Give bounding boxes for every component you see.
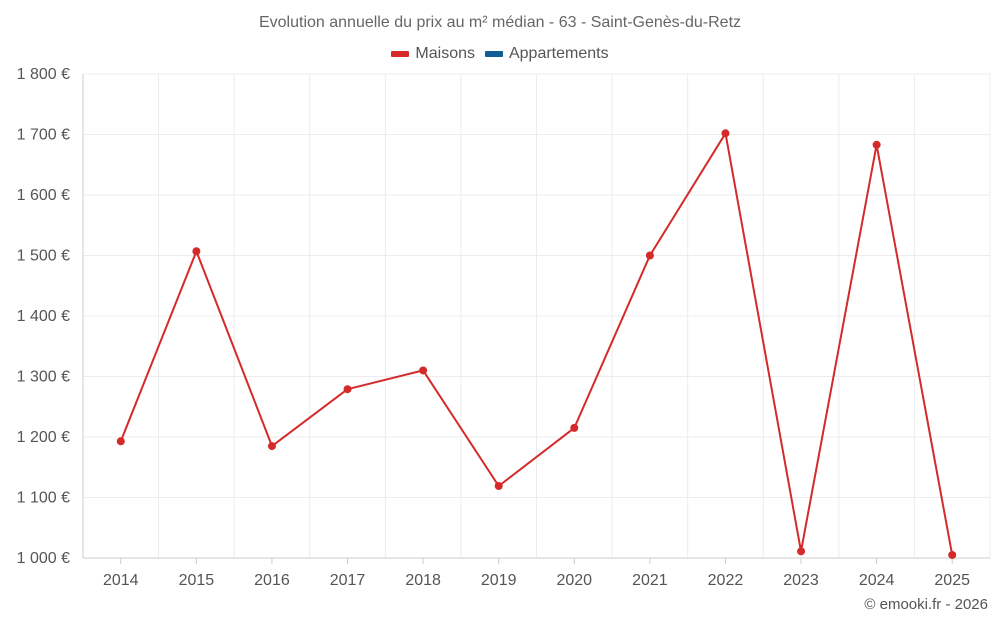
y-tick-label: 1 700 € bbox=[17, 127, 70, 144]
y-tick-label: 1 500 € bbox=[17, 248, 70, 265]
y-tick-label: 1 100 € bbox=[17, 490, 70, 507]
data-point[interactable] bbox=[343, 385, 352, 394]
x-tick-label: 2021 bbox=[632, 572, 668, 589]
data-point[interactable] bbox=[570, 423, 579, 432]
credit: © emooki.fr - 2026 bbox=[864, 596, 988, 613]
data-point[interactable] bbox=[797, 547, 806, 556]
y-tick-label: 1 400 € bbox=[17, 308, 70, 325]
x-tick-label: 2016 bbox=[254, 572, 290, 589]
y-tick-label: 1 300 € bbox=[17, 369, 70, 386]
x-tick-label: 2025 bbox=[934, 572, 970, 589]
legend-label-maisons: Maisons bbox=[415, 45, 475, 62]
x-tick-label: 2018 bbox=[405, 572, 441, 589]
x-tick-label: 2017 bbox=[330, 572, 366, 589]
x-tick-label: 2019 bbox=[481, 572, 517, 589]
data-point[interactable] bbox=[494, 482, 503, 491]
legend-item-appartements[interactable]: Appartements bbox=[484, 45, 609, 63]
data-point[interactable] bbox=[192, 247, 201, 256]
series-line-maisons bbox=[119, 132, 954, 556]
x-tick-label: 2023 bbox=[783, 572, 819, 589]
x-tick-label: 2015 bbox=[179, 572, 215, 589]
data-point[interactable] bbox=[721, 129, 730, 138]
data-point[interactable] bbox=[872, 140, 881, 149]
data-point[interactable] bbox=[948, 550, 957, 559]
legend-item-maisons[interactable]: Maisons bbox=[391, 45, 475, 63]
y-tick-label: 1 800 € bbox=[17, 66, 70, 83]
legend-swatch-appartements bbox=[484, 51, 503, 57]
legend: Maisons Appartements bbox=[0, 45, 1000, 63]
x-tick-label: 2020 bbox=[556, 572, 592, 589]
data-point[interactable] bbox=[645, 251, 654, 260]
y-tick-label: 1 600 € bbox=[17, 187, 70, 204]
x-tick-label: 2024 bbox=[859, 572, 895, 589]
data-point[interactable] bbox=[116, 437, 125, 446]
legend-label-appartements: Appartements bbox=[508, 45, 609, 62]
data-point[interactable] bbox=[267, 442, 276, 451]
legend-swatch-maisons bbox=[391, 51, 410, 57]
chart-title: Evolution annuelle du prix au m² médian … bbox=[258, 14, 742, 31]
x-tick-label: 2022 bbox=[708, 572, 744, 589]
data-point[interactable] bbox=[419, 366, 428, 375]
y-tick-label: 1 000 € bbox=[17, 550, 70, 567]
x-tick-label: 2014 bbox=[103, 572, 139, 589]
y-tick-label: 1 200 € bbox=[17, 429, 70, 446]
